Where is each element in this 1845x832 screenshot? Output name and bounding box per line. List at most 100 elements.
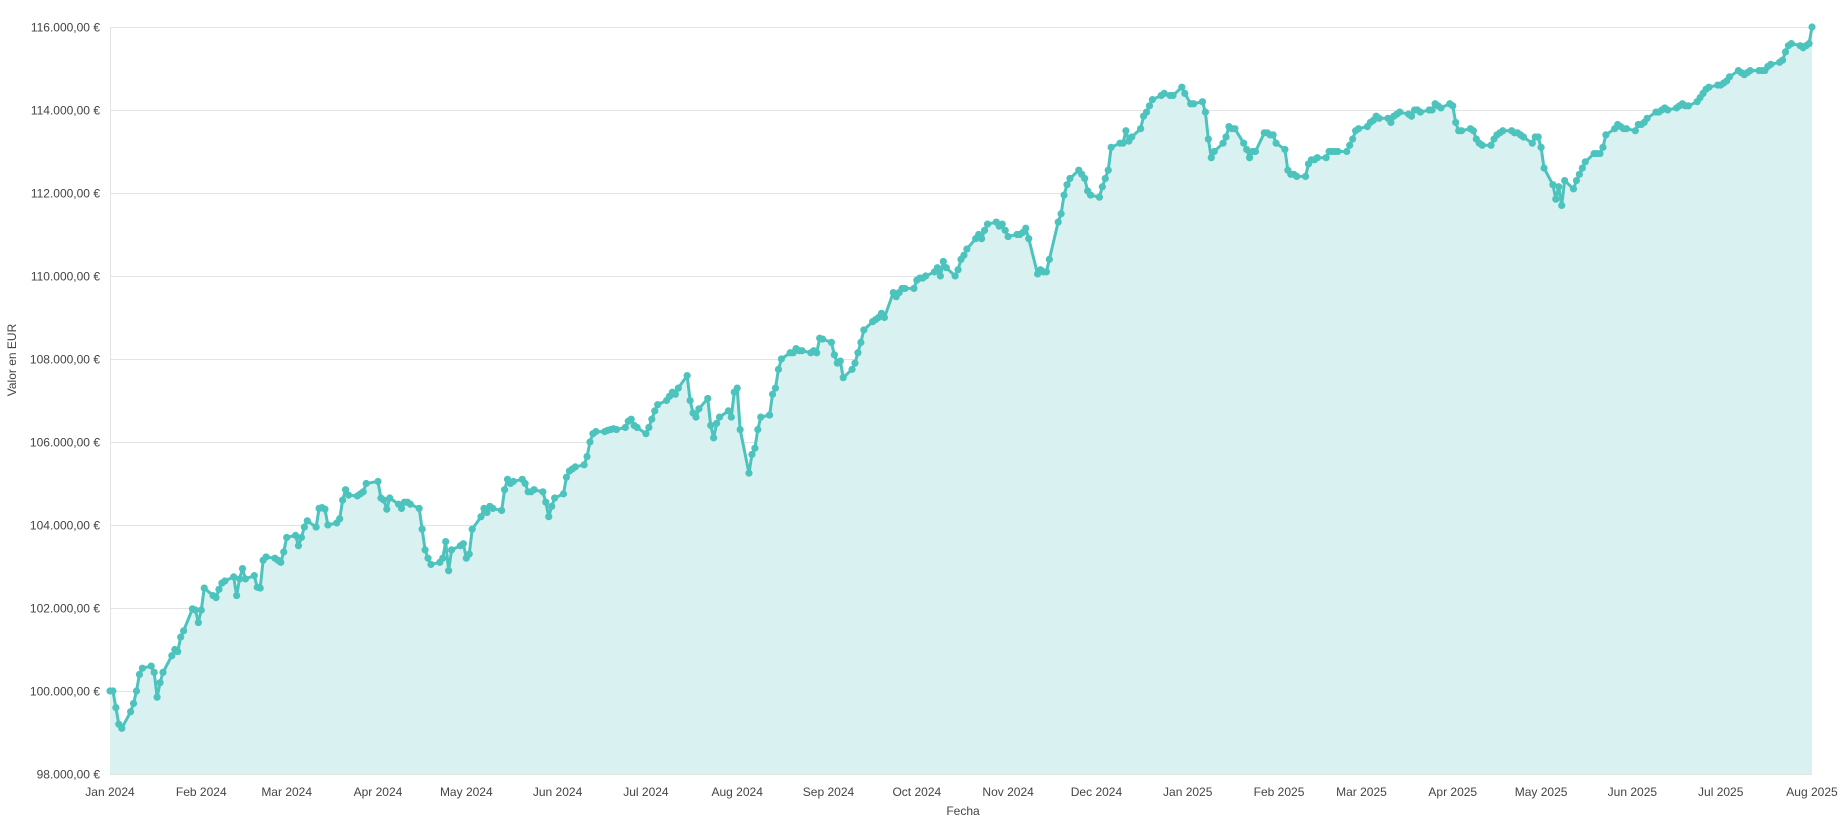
- data-point: [939, 257, 947, 266]
- data-point: [283, 533, 291, 542]
- x-tick-label: Jun 2025: [1608, 785, 1658, 799]
- data-point: [1042, 268, 1050, 276]
- data-point: [813, 349, 821, 357]
- data-point: [1081, 174, 1089, 183]
- data-point: [415, 504, 423, 512]
- data-point: [118, 724, 126, 732]
- data-point: [465, 550, 473, 558]
- data-point: [1387, 118, 1395, 127]
- data-point: [1057, 210, 1065, 218]
- data-point: [580, 461, 588, 469]
- data-point: [406, 500, 414, 508]
- data-point: [695, 405, 703, 413]
- data-point: [1449, 102, 1457, 110]
- data-point: [1145, 102, 1154, 110]
- data-point: [300, 523, 308, 531]
- data-point: [621, 423, 629, 432]
- data-point: [1210, 147, 1218, 156]
- data-point: [1198, 98, 1207, 106]
- data-point: [1240, 139, 1248, 147]
- area-layer: [110, 27, 1812, 774]
- data-point: [241, 575, 250, 583]
- data-point: [980, 226, 989, 234]
- data-point: [1808, 23, 1816, 31]
- data-point: [748, 450, 756, 459]
- data-point: [129, 699, 138, 708]
- data-point: [1643, 114, 1651, 122]
- data-point: [483, 508, 491, 517]
- data-point: [509, 477, 518, 486]
- data-point: [1098, 183, 1106, 191]
- data-point: [1054, 218, 1062, 226]
- data-point: [339, 496, 347, 504]
- data-point: [1478, 141, 1486, 149]
- data-point: [174, 647, 182, 656]
- data-point: [798, 347, 806, 355]
- data-point: [1334, 147, 1342, 156]
- data-point: [418, 525, 426, 533]
- data-point: [1322, 154, 1330, 162]
- data-point: [1452, 118, 1460, 127]
- data-point: [1778, 56, 1787, 64]
- data-point: [1207, 154, 1215, 162]
- data-point: [1767, 60, 1775, 68]
- data-point: [159, 668, 167, 676]
- data-point: [1664, 106, 1672, 114]
- data-point: [1231, 125, 1239, 133]
- data-point: [1160, 89, 1168, 97]
- data-point: [1101, 174, 1109, 183]
- data-point: [827, 338, 836, 346]
- data-point: [1245, 154, 1254, 162]
- data-point: [583, 452, 591, 461]
- x-axis-title: Fecha: [946, 804, 980, 818]
- data-point: [1499, 127, 1507, 135]
- data-point: [1119, 139, 1127, 147]
- data-point: [1269, 131, 1277, 139]
- data-point: [212, 594, 220, 602]
- data-point: [733, 384, 741, 392]
- data-point: [774, 365, 783, 373]
- data-point: [132, 687, 141, 695]
- data-point: [127, 708, 135, 716]
- x-tick-label: Jun 2024: [533, 785, 583, 799]
- x-tick-label: Feb 2025: [1254, 785, 1305, 799]
- data-point: [215, 585, 223, 593]
- data-point: [324, 521, 332, 529]
- data-point: [1001, 226, 1009, 234]
- data-point: [1725, 73, 1734, 81]
- data-point: [500, 486, 509, 494]
- data-point: [477, 513, 485, 521]
- data-point: [194, 618, 202, 627]
- data-point: [397, 504, 406, 512]
- data-point: [768, 390, 777, 398]
- data-point: [1540, 164, 1548, 172]
- data-point: [736, 425, 744, 434]
- y-tick-label: 106.000,00 €: [30, 436, 100, 450]
- data-point: [459, 540, 467, 548]
- y-tick-label: 98.000,00 €: [37, 768, 101, 782]
- data-point: [1204, 135, 1212, 143]
- data-point: [960, 251, 968, 259]
- data-point: [380, 496, 388, 504]
- x-tick-label: Jul 2025: [1698, 785, 1744, 799]
- data-point: [233, 591, 241, 600]
- data-point: [642, 430, 650, 438]
- data-point: [1534, 133, 1542, 141]
- data-point: [321, 505, 329, 513]
- data-point: [777, 355, 785, 363]
- data-point: [1549, 181, 1557, 189]
- data-point: [692, 413, 700, 421]
- y-tick-label: 116.000,00 €: [31, 21, 101, 35]
- data-point: [1746, 66, 1754, 75]
- data-point: [1169, 91, 1177, 100]
- data-point: [963, 245, 971, 253]
- data-point: [724, 407, 732, 415]
- data-point: [1095, 193, 1103, 201]
- data-point: [1178, 83, 1186, 91]
- data-point: [978, 235, 986, 243]
- data-point: [150, 668, 158, 676]
- x-tick-label: Jan 2024: [85, 785, 135, 799]
- data-point: [362, 479, 370, 488]
- data-point: [1596, 149, 1604, 158]
- data-point: [627, 415, 635, 423]
